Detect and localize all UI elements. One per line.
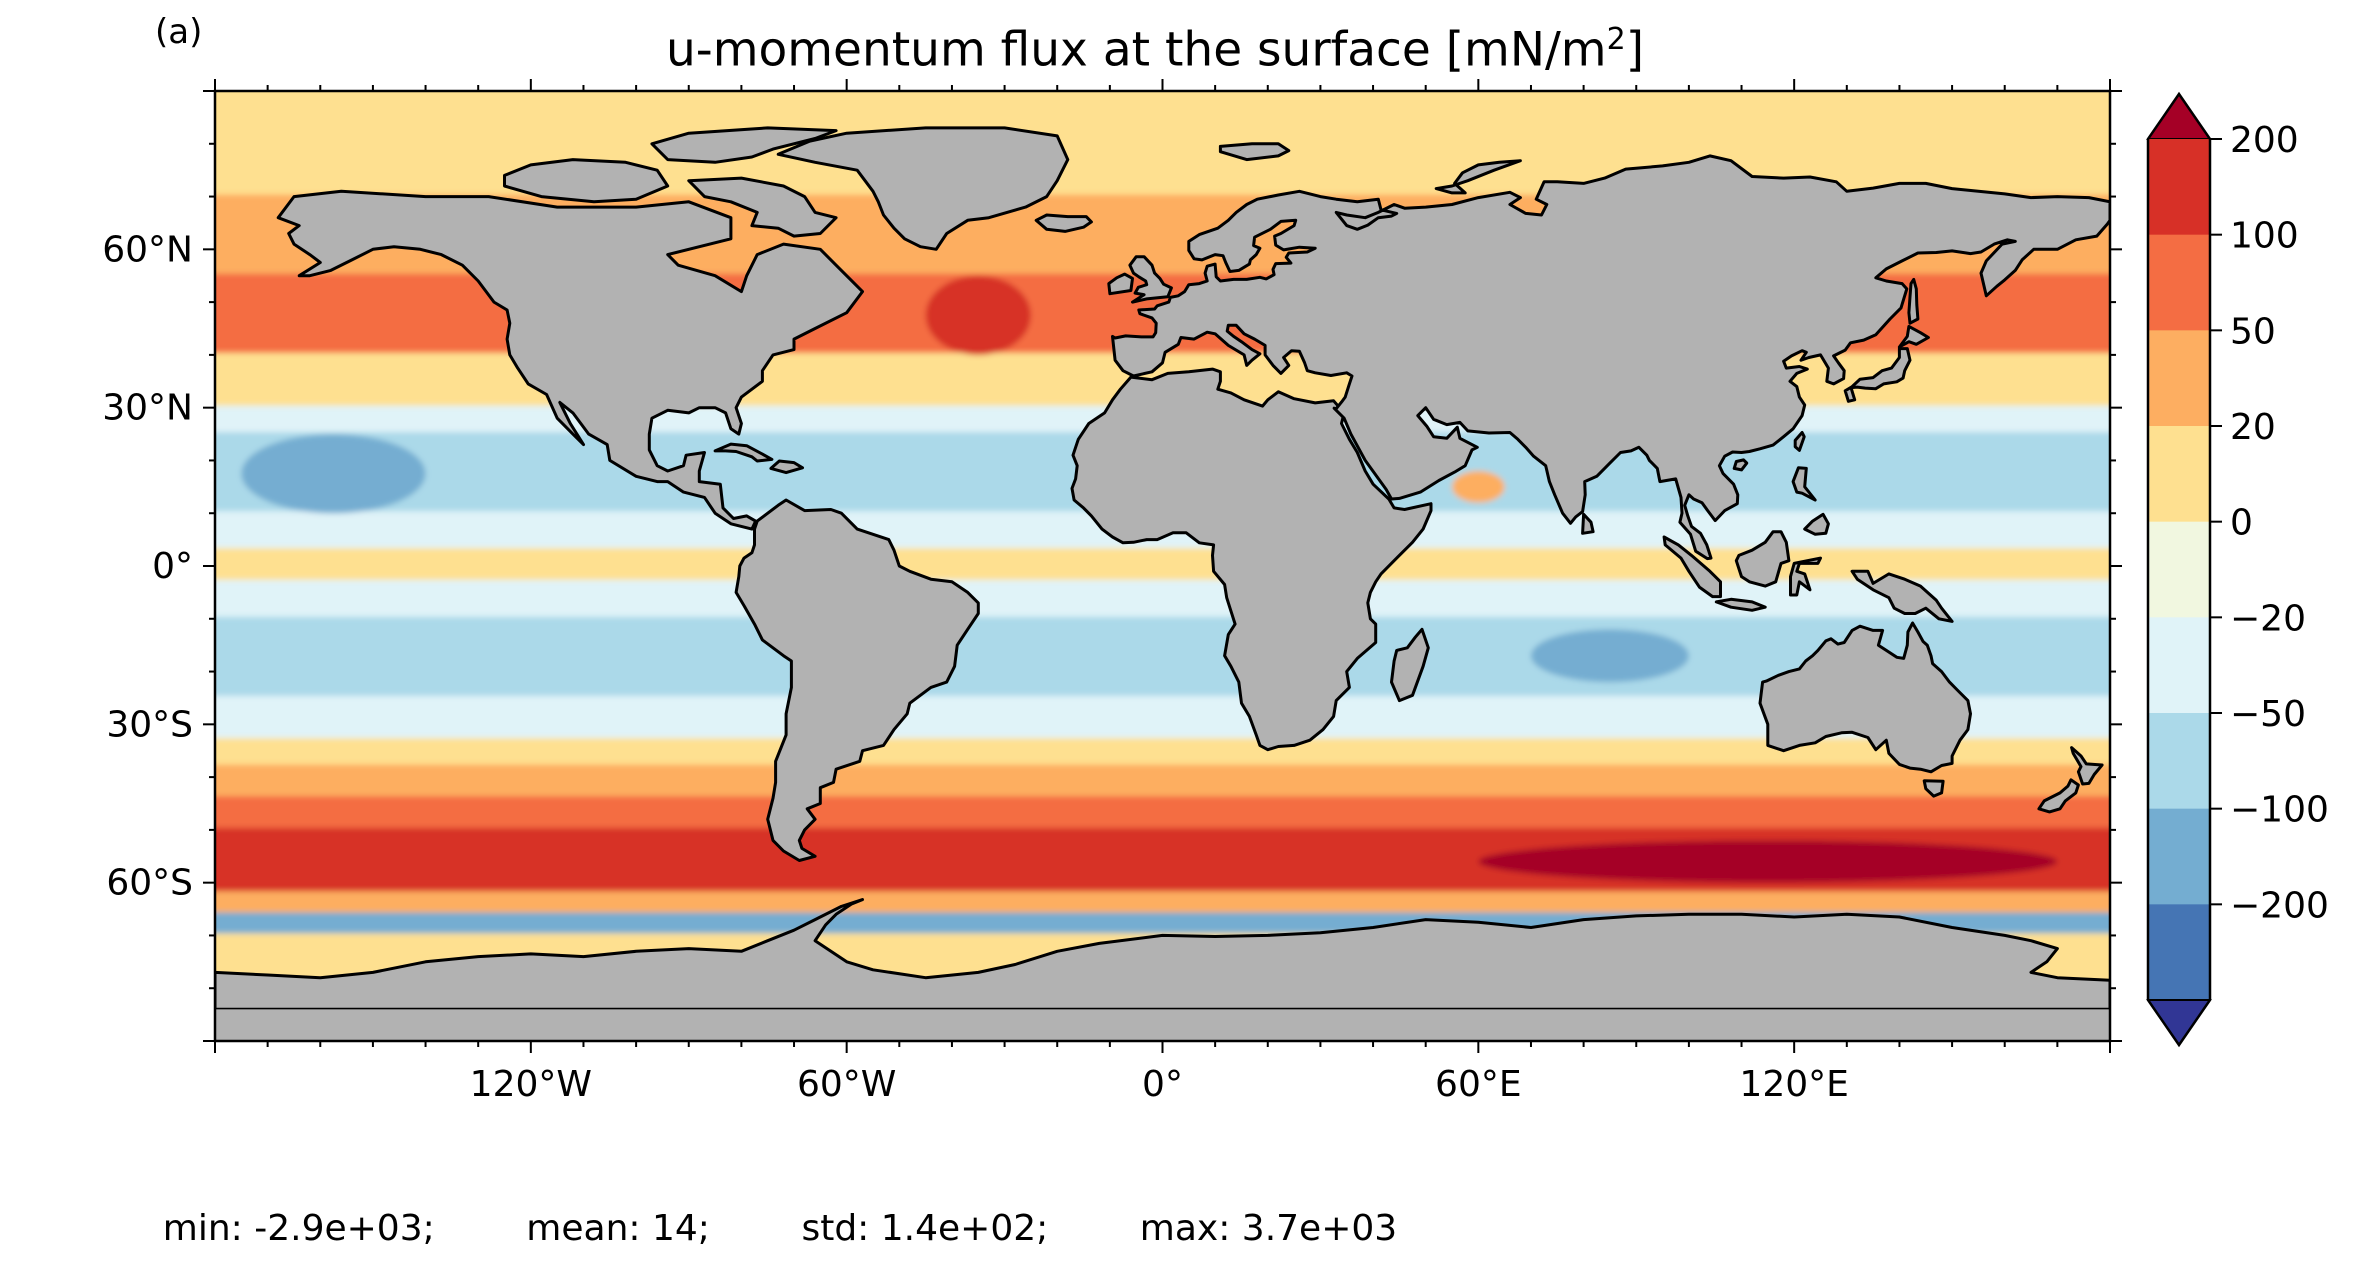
regional-feature-1 [1530, 629, 1689, 683]
land-luzon [1791, 466, 1817, 502]
zonal-band-13 [215, 796, 2110, 832]
land-novaya-zemlya [1434, 159, 1522, 195]
colorbar-bin-5 [2148, 617, 2210, 714]
land-hainan [1732, 458, 1749, 472]
land-australia [1758, 621, 1972, 774]
land-taiwan [1793, 431, 1806, 452]
colorbar-bin-4 [2148, 521, 2210, 618]
land-java [1714, 597, 1767, 612]
colorbar-label: 100 [2230, 216, 2299, 257]
y-tick-label: 30°S [106, 704, 193, 745]
stat-max: max: 3.7e+03 [1139, 1208, 1398, 1249]
colorbar-label: 50 [2230, 311, 2276, 352]
land-eurasia [1111, 154, 2110, 561]
zonal-band-11 [215, 738, 2110, 769]
y-tick-label: 60°S [106, 863, 193, 904]
land-sri-lanka [1581, 512, 1595, 535]
regional-feature-2 [925, 275, 1031, 355]
map-title: u-momentum flux at the surface [mN/m2] [620, 22, 1690, 78]
land-ireland [1107, 272, 1134, 296]
colorbar-extend-max [2146, 92, 2212, 140]
land-hokkaido [1897, 324, 1930, 349]
colorbar-bin-2 [2148, 330, 2210, 427]
title-superscript: 2 [1606, 22, 1626, 57]
title-text: u-momentum flux at the surface [mN/m [665, 22, 1607, 78]
colorbar-bin-7 [2148, 808, 2210, 905]
land-antarctica-base [215, 1009, 2110, 1041]
land-sulawesi [1789, 556, 1822, 597]
y-tick-label: 0° [152, 546, 193, 587]
land-south-america [734, 498, 980, 862]
colorbar-bin-8 [2148, 904, 2210, 1001]
zonal-band-8 [215, 579, 2110, 621]
land-iceland [1034, 213, 1093, 233]
land-cuba [713, 442, 774, 463]
land-great-britain [1128, 255, 1173, 304]
land-mindanao [1803, 512, 1830, 536]
zonal-band-7 [215, 548, 2110, 584]
regional-feature-0 [241, 434, 426, 514]
colorbar-bin-1 [2148, 234, 2210, 331]
zonal-band-0 [215, 91, 2110, 199]
land-sumatra [1662, 535, 1722, 599]
land-baffin-island [687, 176, 838, 238]
colorbar-label: −100 [2230, 790, 2329, 831]
land-masses [215, 126, 2110, 1041]
land-greenland [776, 126, 1070, 251]
stat-min: min: -2.9e+03; [162, 1208, 435, 1249]
x-tick-label: 120°W [470, 1064, 592, 1105]
colorbar-label: −20 [2230, 598, 2306, 639]
land-ellesmere-island [650, 126, 838, 164]
colorbar-bin-0 [2148, 139, 2210, 236]
land-antarctica [215, 898, 2110, 1011]
title-close-bracket: ] [1625, 22, 1645, 78]
colorbar-label: 200 [2230, 120, 2299, 161]
land-tasmania [1922, 779, 1945, 798]
land-new-zealand-south [2037, 778, 2080, 814]
land-new-guinea [1850, 569, 1954, 623]
land-africa [1070, 367, 1433, 752]
colorbar-extend-min [2146, 999, 2212, 1047]
land-japan-honshu [1843, 347, 1912, 403]
y-tick-label: 60°N [102, 229, 193, 270]
colorbar-label: −200 [2230, 885, 2329, 926]
x-tick-label: 0° [1142, 1064, 1183, 1105]
colorbar-label: −50 [2230, 694, 2306, 735]
colorbar-bin-6 [2148, 713, 2210, 810]
land-new-zealand-north [2070, 746, 2104, 786]
map-ticks: 120°W 60°W 0° 60°E 120°E 60°N 30°N 0° 30°S 60°S [102, 79, 2122, 1105]
x-tick-label: 60°W [797, 1064, 896, 1105]
colorbar-label: 20 [2230, 407, 2276, 448]
regional-feature-3 [1452, 471, 1505, 503]
y-tick-label: 30°N [102, 388, 193, 429]
land-svalbard [1218, 142, 1291, 162]
x-tick-label: 120°E [1739, 1064, 1848, 1105]
x-tick-label: 60°E [1435, 1064, 1522, 1105]
stat-mean: mean: 14; [526, 1208, 710, 1249]
land-madagascar [1390, 627, 1430, 703]
zonal-band-15 [215, 891, 2110, 917]
regional-feature-4 [1478, 840, 2058, 883]
map-plot-area [215, 91, 2110, 1041]
colorbar-bin-3 [2148, 426, 2210, 523]
panel-label: (a) [155, 12, 203, 52]
land-sakhalin [1907, 277, 1920, 325]
colorbar-label: 0 [2230, 503, 2253, 544]
land-arctic-archipelago [503, 158, 670, 204]
stat-std: std: 1.4e+02; [801, 1208, 1049, 1249]
stats-line: min: -2.9e+03; mean: 14; std: 1.4e+02; m… [0, 1208, 1560, 1249]
land-borneo [1734, 530, 1791, 588]
land-hispaniola [769, 459, 804, 475]
land-north-america [276, 189, 864, 531]
zonal-band-12 [215, 764, 2110, 801]
